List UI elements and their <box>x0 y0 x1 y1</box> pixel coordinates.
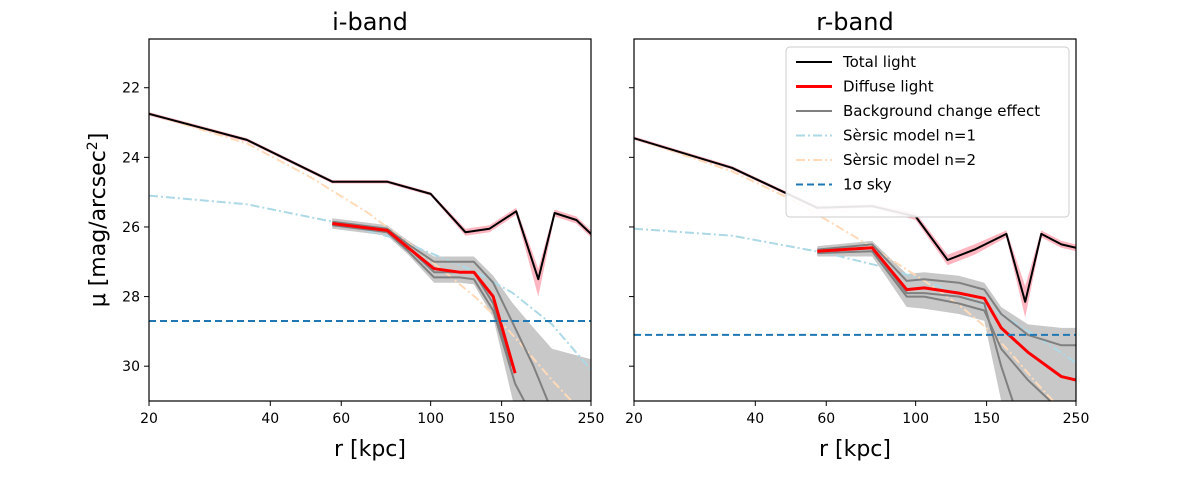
i-band-x-tick-label: 100 <box>417 411 444 427</box>
i-band-axes-frame <box>148 38 592 402</box>
i-band-x-tick-label: 150 <box>488 411 515 427</box>
r-band-ticks: 20 40 60 100 150 250 <box>625 87 1090 427</box>
panel-i-band: i-band 20 40 60 100 150 250 22 24 26 28 30 r [kpc]… <box>85 8 604 462</box>
legend-box <box>785 46 1070 218</box>
i-band-diffuse-light-line <box>332 222 517 374</box>
r-band-x-tick-label: 60 <box>817 411 835 427</box>
r-band-x-tick-label: 40 <box>746 411 764 427</box>
r-band-x-tick-label: 150 <box>973 411 1000 427</box>
legend-label-sersic1: Sèrsic model n=1 <box>843 127 976 145</box>
r-band-x-tick-label: 20 <box>625 411 643 427</box>
i-band-y-tick-label: 26 <box>122 220 140 236</box>
i-band-plot-area <box>149 112 591 401</box>
i-band-y-tick-label: 24 <box>122 150 140 166</box>
legend-label-background: Background change effect <box>843 102 1040 120</box>
i-band-x-tick-label: 60 <box>332 411 350 427</box>
r-band-diffuse-light-line <box>817 246 1076 382</box>
i-band-x-tick-label: 40 <box>261 411 279 427</box>
r-band-background-band <box>817 240 1076 401</box>
r-band-background-line-2 <box>817 250 1052 401</box>
r-band-x-axis-label: r [kpc] <box>819 437 891 462</box>
i-band-sersic-n1-line <box>149 194 591 371</box>
i-band-ticks: 20 40 60 100 150 250 22 24 26 28 30 <box>122 81 604 427</box>
y-axis-label: μ [mag/arcsec2] <box>85 133 111 308</box>
legend-label-diffuse: Diffuse light <box>843 78 934 96</box>
i-band-background-line-1 <box>332 220 549 401</box>
i-band-total-light-band <box>149 112 591 297</box>
legend-label-sky: 1σ sky <box>843 176 892 194</box>
i-band-y-tick-label: 22 <box>122 81 140 97</box>
i-band-y-tick-label: 30 <box>122 359 140 375</box>
r-band-x-tick-label: 100 <box>902 411 929 427</box>
r-band-x-tick-label: 250 <box>1063 411 1090 427</box>
i-band-y-tick-label: 28 <box>122 290 140 306</box>
legend-label-sersic2: Sèrsic model n=2 <box>843 151 976 169</box>
legend: Total light Diffuse light Background chang… <box>785 46 1070 218</box>
r-band-title: r-band <box>816 8 893 36</box>
r-band-sersic-n2-line <box>634 137 1055 401</box>
legend-label-total: Total light <box>842 53 916 71</box>
i-band-x-tick-label: 20 <box>140 411 158 427</box>
i-band-background-band <box>332 218 591 401</box>
r-band-axes-frame <box>633 38 1077 402</box>
i-band-x-tick-label: 250 <box>578 411 605 427</box>
i-band-sersic-n2-line <box>149 112 573 401</box>
i-band-title: i-band <box>332 8 408 36</box>
i-band-x-axis-label: r [kpc] <box>334 437 406 462</box>
r-band-background-line-1 <box>817 243 1076 347</box>
i-band-total-light-line <box>149 112 591 281</box>
